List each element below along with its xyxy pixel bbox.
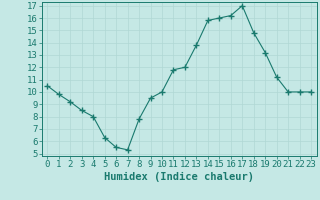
X-axis label: Humidex (Indice chaleur): Humidex (Indice chaleur) <box>104 172 254 182</box>
